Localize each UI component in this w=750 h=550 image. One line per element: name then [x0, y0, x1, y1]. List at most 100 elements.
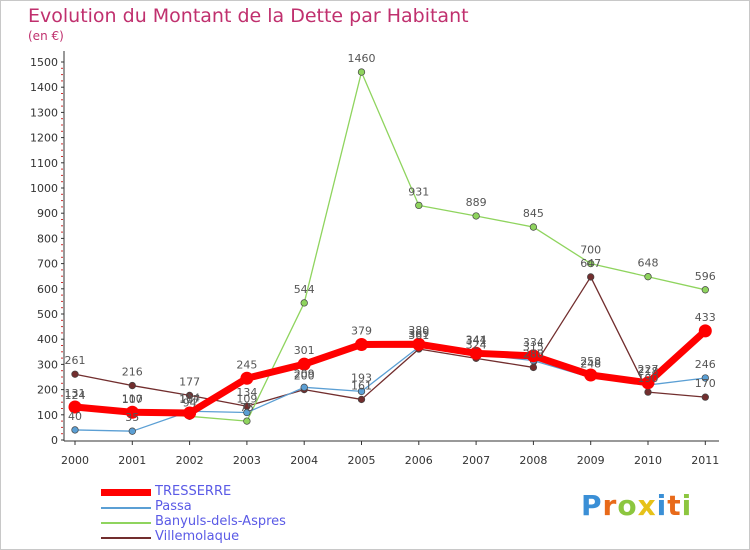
x-tick-label: 2004 [290, 454, 318, 467]
proxiti-logo: Proxiti [581, 489, 693, 522]
data-label: 177 [179, 375, 200, 388]
data-label: 193 [351, 371, 372, 384]
data-label: 647 [580, 257, 601, 270]
data-label: 433 [695, 311, 716, 324]
data-label: 845 [523, 207, 544, 220]
data-point [355, 337, 368, 351]
data-point [701, 374, 709, 382]
data-label: 324 [466, 338, 487, 351]
data-label: 35 [125, 411, 139, 424]
y-tick-label: 0 [51, 434, 58, 447]
data-label: 109 [236, 393, 257, 406]
data-label: 124 [65, 389, 86, 402]
data-label: 315 [523, 341, 544, 354]
data-point [357, 387, 366, 396]
data-label: 931 [408, 185, 429, 198]
data-point [128, 381, 136, 390]
x-tick-label: 2005 [348, 454, 376, 467]
data-point [297, 357, 311, 371]
data-label: 107 [122, 393, 143, 406]
data-label: 110 [122, 392, 143, 405]
data-point [240, 371, 254, 385]
data-point [128, 427, 136, 435]
data-point [357, 395, 366, 404]
y-tick-label: 400 [37, 333, 58, 346]
y-tick-label: 500 [37, 308, 58, 321]
data-point [529, 223, 538, 231]
data-point [71, 426, 79, 434]
data-label: 344 [466, 333, 487, 346]
data-label: 301 [294, 344, 315, 357]
chart-axes: 0 100 200 300 400 500 600 700 800 900 1000 1100 1200… [30, 51, 719, 467]
x-tick-label: 2008 [519, 454, 547, 467]
data-label: 648 [638, 257, 659, 270]
legend-swatch [101, 522, 151, 524]
data-label: 114 [179, 391, 200, 404]
y-tick-label: 1400 [30, 81, 58, 94]
data-label: 596 [695, 270, 716, 283]
data-point [185, 391, 194, 400]
data-label: 209 [294, 367, 315, 380]
x-tick-label: 2011 [691, 454, 719, 467]
data-label: 889 [466, 196, 487, 209]
data-label: 369 [408, 327, 429, 340]
data-point [644, 273, 652, 281]
data-point [300, 383, 308, 391]
data-point [243, 408, 251, 417]
x-tick-label: 2000 [61, 454, 89, 467]
data-label: 75 [240, 401, 254, 414]
series-line-villemolaque [74, 276, 706, 407]
data-point [412, 337, 426, 351]
data-point [641, 376, 655, 390]
data-point [587, 259, 595, 268]
y-tick-label: 1200 [30, 132, 58, 145]
data-point [698, 324, 712, 338]
data-point [587, 273, 595, 281]
y-tick-label: 1500 [30, 56, 58, 69]
data-label: 94 [183, 396, 197, 409]
x-tick-label: 2006 [405, 454, 433, 467]
data-point [472, 212, 480, 220]
data-label: 218 [638, 365, 659, 378]
legend-swatch [101, 507, 151, 509]
x-tick-label: 2002 [176, 454, 204, 467]
data-label: 380 [408, 324, 429, 337]
x-tick-label: 2007 [462, 454, 490, 467]
data-point [644, 388, 652, 396]
data-point [526, 349, 540, 363]
y-tick-label: 1100 [30, 157, 58, 170]
chart-title: Evolution du Montant de la Dette par Hab… [28, 5, 469, 27]
series-passa [71, 343, 709, 435]
series-banyuls-dels-aspres [71, 68, 709, 425]
data-label: 258 [580, 355, 601, 368]
series-layer [68, 68, 712, 435]
data-point [701, 286, 709, 294]
data-label: 379 [351, 324, 372, 337]
data-label: 170 [695, 377, 716, 390]
series-tresserre [68, 324, 712, 420]
y-tick-label: 300 [37, 358, 58, 371]
data-label: 288 [523, 347, 544, 360]
legend-label: TRESSERRE [155, 484, 232, 499]
series-line-passa [74, 346, 706, 432]
y-tick-label: 700 [37, 258, 58, 271]
data-point [300, 299, 308, 307]
y-tick-label: 600 [37, 283, 58, 296]
data-point [701, 393, 709, 401]
data-label: 216 [122, 366, 143, 379]
data-label: 341 [466, 334, 487, 347]
data-label: 200 [294, 370, 315, 383]
series-line-tresserre [74, 328, 708, 417]
legend-label: Passa [155, 499, 192, 514]
legend-label: Villemolaque [155, 529, 240, 544]
data-label: 227 [638, 363, 659, 376]
data-label: 261 [65, 354, 86, 367]
data-label: 190 [638, 372, 659, 385]
data-point [529, 363, 538, 372]
data-point [415, 201, 423, 210]
data-label: 134 [236, 386, 257, 399]
data-label: 40 [68, 410, 82, 423]
y-tick-label: 1300 [30, 106, 58, 119]
x-tick-label: 2003 [233, 454, 261, 467]
